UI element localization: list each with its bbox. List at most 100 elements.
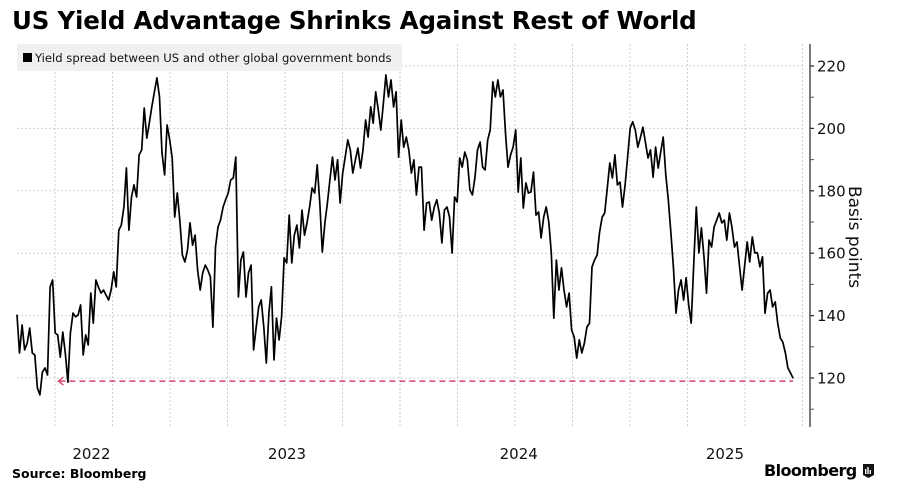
data-point (395, 91, 397, 93)
data-point (695, 206, 697, 208)
data-point (219, 219, 222, 221)
data-point (321, 251, 323, 253)
data-point (596, 254, 598, 256)
data-point (270, 286, 272, 288)
data-point (347, 139, 349, 141)
data-point (57, 334, 59, 336)
y-tick-label: 200 (817, 120, 846, 138)
data-point (441, 242, 443, 244)
data-point (721, 222, 723, 224)
data-point (667, 199, 669, 201)
data-point (649, 149, 652, 151)
data-point (306, 222, 308, 224)
data-point (705, 292, 708, 294)
data-point (443, 209, 445, 211)
data-point (568, 292, 570, 294)
data-point (59, 356, 61, 358)
data-point (339, 202, 341, 204)
data-point (80, 304, 82, 306)
data-point (309, 206, 311, 208)
data-point (502, 89, 504, 91)
data-point (74, 316, 77, 318)
data-point (555, 259, 558, 261)
data-point (713, 226, 715, 228)
data-point (67, 381, 69, 383)
y-tick-label: 180 (817, 182, 846, 200)
data-point (456, 201, 458, 203)
x-tick-label: 2022 (72, 445, 110, 463)
data-point (423, 229, 425, 231)
data-point (482, 166, 484, 168)
data-point (655, 146, 657, 148)
data-point (703, 256, 705, 258)
data-point (588, 322, 591, 324)
data-point (599, 231, 601, 233)
data-point (207, 269, 209, 271)
data-point (298, 247, 300, 249)
data-point (52, 279, 54, 281)
data-point (192, 244, 194, 246)
data-point (652, 176, 654, 178)
data-point (744, 264, 746, 266)
data-point (16, 314, 18, 316)
legend-swatch-icon (23, 53, 32, 62)
legend: Yield spread between US and other global… (17, 44, 402, 71)
data-point (754, 252, 756, 254)
data-point (474, 176, 476, 178)
data-point (616, 184, 619, 186)
data-point (362, 149, 364, 151)
data-point (110, 289, 112, 291)
data-point (375, 91, 377, 93)
data-point (408, 149, 410, 151)
data-point (344, 156, 346, 158)
data-point (334, 179, 336, 181)
data-point (520, 157, 522, 159)
data-point (153, 91, 155, 93)
data-point (779, 337, 781, 339)
data-point (148, 122, 150, 124)
data-point (451, 252, 453, 254)
data-point (624, 184, 626, 186)
data-point (672, 266, 675, 268)
data-point (708, 239, 710, 241)
data-point (108, 299, 110, 301)
data-point (639, 137, 641, 139)
data-point (448, 216, 451, 218)
data-point (621, 206, 624, 208)
data-point (403, 146, 405, 148)
data-point (675, 312, 677, 314)
data-point (476, 149, 479, 151)
data-point (700, 227, 703, 229)
data-point (464, 151, 466, 153)
data-point (260, 299, 262, 301)
data-point (240, 259, 242, 261)
data-point (764, 312, 766, 314)
data-point (283, 257, 285, 259)
data-point (415, 194, 417, 196)
data-point (268, 312, 270, 314)
data-point (174, 216, 176, 218)
data-point (413, 159, 415, 161)
data-point (194, 234, 196, 236)
data-point (329, 179, 331, 181)
data-point (303, 234, 306, 236)
data-point (571, 329, 573, 331)
data-point (115, 286, 117, 288)
data-point (723, 219, 725, 221)
data-point (36, 387, 39, 389)
data-point (18, 352, 21, 354)
data-point (637, 146, 639, 148)
data-point (426, 202, 428, 204)
data-point (113, 271, 115, 273)
data-point (118, 229, 120, 231)
data-point (400, 119, 402, 121)
data-point (34, 354, 36, 356)
data-point (525, 182, 527, 184)
data-point (418, 166, 420, 168)
bloomberg-logo: Bloomberg (764, 461, 874, 480)
data-point (777, 322, 779, 324)
data-point (660, 151, 662, 153)
data-point (690, 322, 692, 324)
data-point (487, 139, 489, 141)
